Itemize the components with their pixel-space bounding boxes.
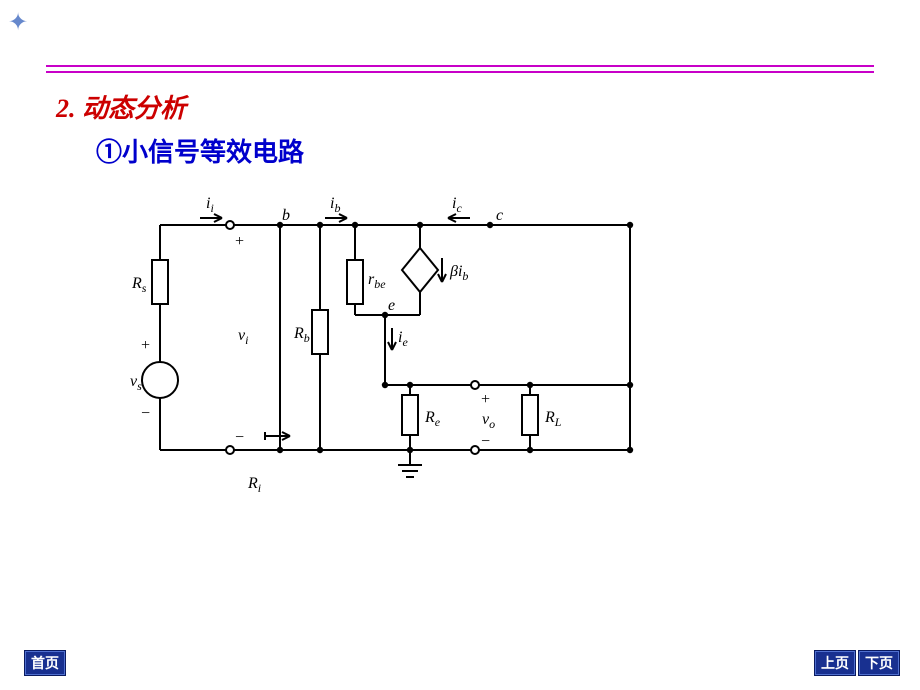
label-node-b: b — [282, 207, 290, 224]
vs-minus: − — [140, 405, 151, 422]
horizontal-rule — [46, 65, 874, 73]
heading-main: 2. 动态分析 — [56, 88, 186, 125]
label-node-c: c — [496, 207, 503, 224]
label-Re: Re — [424, 409, 441, 429]
vi-plus: + — [234, 233, 245, 250]
label-vo: vo — [482, 411, 495, 431]
label-vi: vi — [238, 327, 248, 347]
label-ie: ie — [398, 329, 408, 349]
label-ii: ii — [206, 195, 214, 215]
label-node-e: e — [388, 297, 395, 314]
label-rbe: rbe — [368, 271, 386, 291]
home-button[interactable]: 首页 — [24, 650, 66, 676]
circuit-diagram: ii ib ic ie b c e Rs Rb rbe Re RL Ri vs … — [130, 190, 670, 520]
decorative-star: ✦ — [8, 8, 28, 37]
label-betaib: βib — [449, 263, 468, 283]
vo-plus: + — [480, 391, 491, 408]
label-ib: ib — [330, 195, 340, 215]
label-Rs: Rs — [131, 275, 147, 295]
heading-number: 2. — [56, 94, 76, 123]
label-RL: RL — [544, 409, 562, 429]
next-button[interactable]: 下页 — [858, 650, 900, 676]
label-Rb: Rb — [293, 325, 310, 345]
label-Ri: Ri — [247, 475, 261, 495]
label-ic: ic — [452, 195, 462, 215]
vi-minus: − — [234, 429, 245, 446]
prev-button[interactable]: 上页 — [814, 650, 856, 676]
vo-minus: − — [480, 433, 491, 450]
vs-plus: + — [140, 337, 151, 354]
heading-text: 动态分析 — [82, 94, 186, 123]
label-vs: vs — [130, 373, 142, 393]
subheading: ①小信号等效电路 — [96, 132, 304, 169]
